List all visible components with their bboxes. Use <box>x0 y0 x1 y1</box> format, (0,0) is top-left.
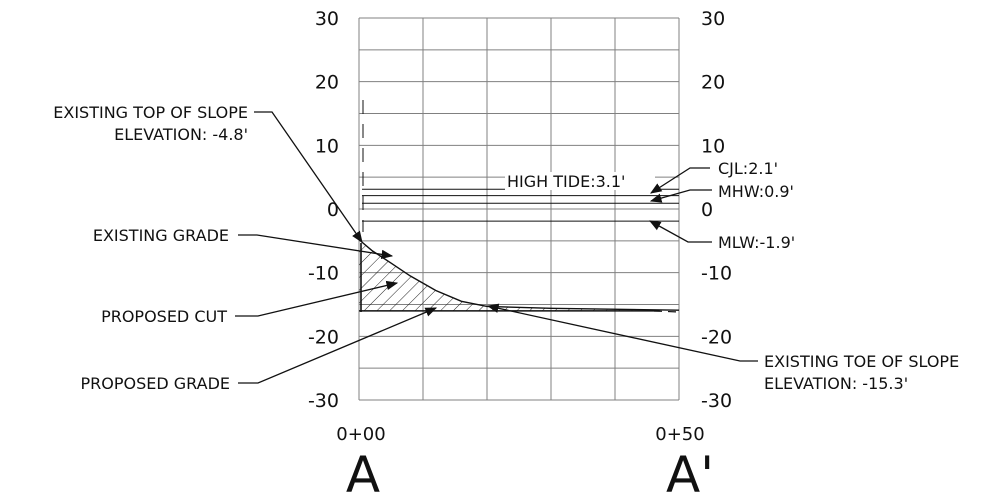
proposed-cut-leader <box>235 280 399 317</box>
y-tick-label-left: 30 <box>315 8 339 30</box>
y-tick-label-right: 30 <box>701 8 725 30</box>
y-tick-label-left: 10 <box>315 135 339 157</box>
mhw-label: MHW:0.9' <box>718 182 794 201</box>
cjl-label: CJL:2.1' <box>718 159 778 178</box>
top-of-slope-label-2: ELEVATION: -4.8' <box>114 125 248 144</box>
mlw-label: MLW:-1.9' <box>718 233 795 252</box>
toe-of-slope-leader <box>486 303 758 362</box>
existing-grade-line <box>358 239 680 311</box>
right-dash <box>653 310 681 313</box>
y-tick-label-right: 0 <box>701 199 713 221</box>
station-left: 0+00 <box>336 424 385 445</box>
y-tick-label-left: -10 <box>308 263 339 285</box>
section-label-a-prime: A' <box>666 446 714 497</box>
y-tick-label-left: 20 <box>315 72 339 94</box>
y-tick-label-right: 10 <box>701 135 725 157</box>
existing-grade-label: EXISTING GRADE <box>93 226 229 245</box>
top-of-slope-label-1: EXISTING TOP OF SLOPE <box>53 103 248 122</box>
high-tide-label: HIGH TIDE:3.1' <box>507 172 625 191</box>
y-tick-label-left: -30 <box>308 390 339 412</box>
cjl-leader <box>650 167 710 194</box>
proposed-cut-area <box>359 239 660 311</box>
y-tick-label-right: -20 <box>701 326 732 348</box>
y-tick-label-right: 20 <box>701 72 725 94</box>
station-right: 0+50 <box>655 424 704 445</box>
y-tick-label-right: -10 <box>701 263 732 285</box>
toe-of-slope-label-2: ELEVATION: -15.3' <box>764 374 908 393</box>
mlw-leader <box>648 220 712 243</box>
y-tick-label-left: 0 <box>327 199 339 221</box>
existing-grade-leader <box>238 234 394 260</box>
y-tick-label-right: -30 <box>701 390 732 412</box>
top-of-slope-leader <box>254 111 363 243</box>
toe-of-slope-label-1: EXISTING TOE OF SLOPE <box>764 352 959 371</box>
proposed-grade-leader <box>238 307 438 384</box>
high-tide-label-bg <box>505 172 655 190</box>
proposed-grade-label: PROPOSED GRADE <box>80 374 230 393</box>
tide-levels <box>362 188 679 222</box>
y-axis-left: 30 20 10 0 -10 -20 -30 <box>308 8 339 412</box>
y-axis-right: 30 20 10 0 -10 -20 -30 <box>701 8 732 412</box>
section-label-a: A <box>346 446 380 497</box>
grid <box>358 17 680 401</box>
mhw-leader <box>649 189 712 203</box>
proposed-cut-label: PROPOSED CUT <box>101 307 227 326</box>
y-tick-label-left: -20 <box>308 326 339 348</box>
